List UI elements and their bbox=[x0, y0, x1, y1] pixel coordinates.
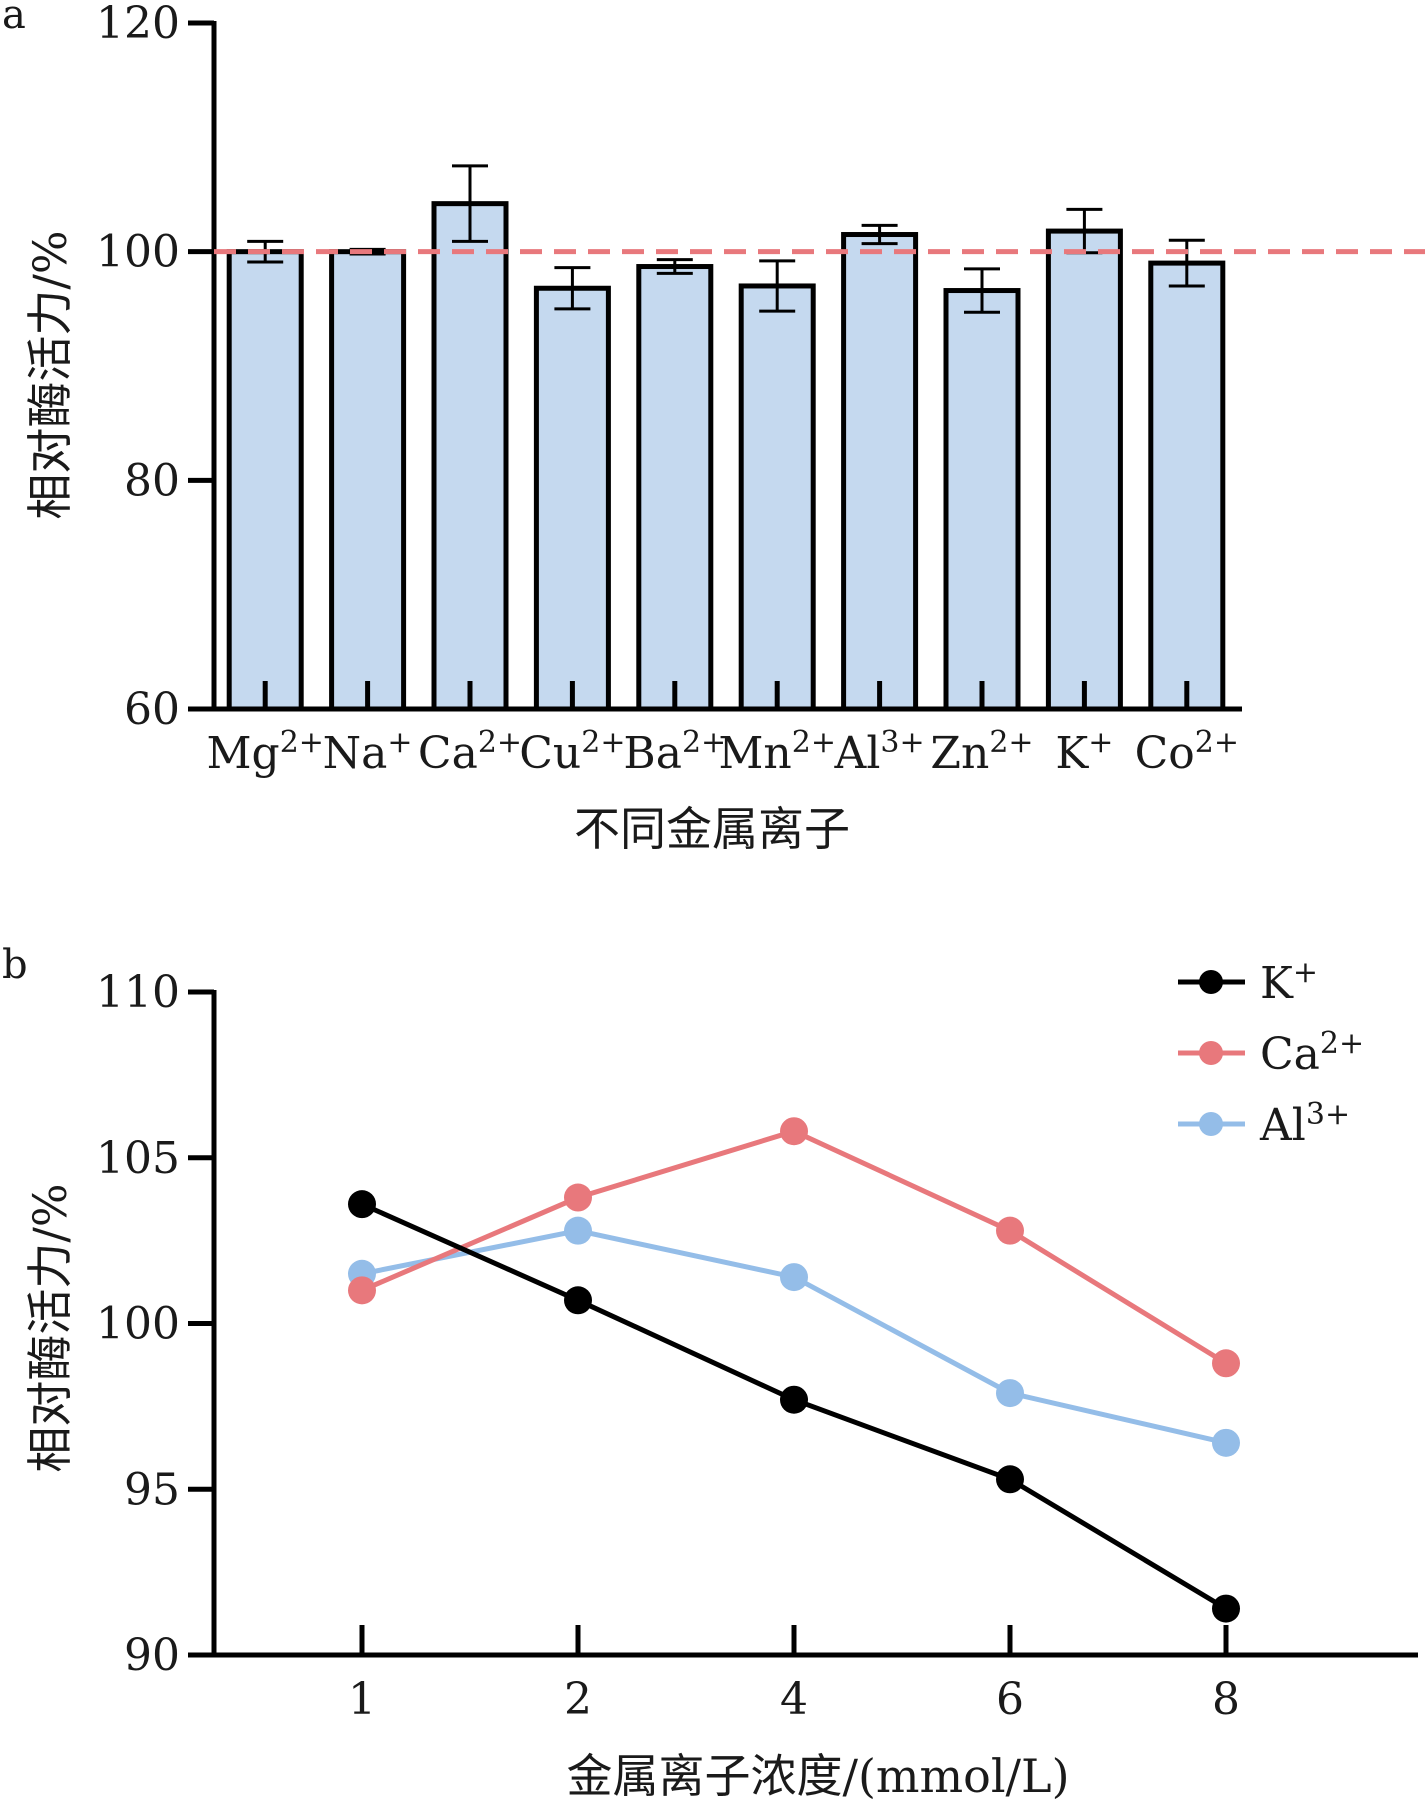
x-category-label: Mn2+ bbox=[718, 725, 836, 779]
x-tick-label: 8 bbox=[1212, 1674, 1240, 1725]
x-category-label: Zn2+ bbox=[930, 725, 1033, 779]
y-tick-label: 120 bbox=[96, 0, 180, 49]
data-point bbox=[1212, 1594, 1240, 1623]
bar bbox=[841, 232, 919, 712]
x-category-label: Co2+ bbox=[1135, 725, 1239, 779]
bar bbox=[533, 285, 611, 712]
x-axis-title: 不同金属离子 bbox=[574, 802, 850, 856]
y-tick-label: 90 bbox=[124, 1630, 180, 1681]
data-point bbox=[780, 1263, 808, 1292]
data-point bbox=[996, 1379, 1024, 1408]
bar bbox=[431, 201, 509, 712]
data-point bbox=[1212, 1349, 1240, 1378]
y-axis-title: 相对酶活力/% bbox=[23, 230, 77, 519]
x-tick-label: 2 bbox=[564, 1674, 592, 1725]
x-category-label: Na+ bbox=[323, 725, 413, 779]
x-category-label: Al3+ bbox=[834, 725, 925, 779]
x-category-label: Ca2+ bbox=[418, 725, 522, 779]
data-point bbox=[996, 1216, 1024, 1245]
bar bbox=[943, 288, 1021, 712]
y-tick-label: 60 bbox=[124, 684, 180, 735]
y-tick-label: 105 bbox=[96, 1133, 180, 1184]
x-category-label: K+ bbox=[1055, 725, 1113, 779]
x-tick-label: 6 bbox=[996, 1674, 1024, 1725]
x-category-label: Ba2+ bbox=[623, 725, 726, 779]
x-category-label: Cu2+ bbox=[519, 725, 625, 779]
legend-label: Al3+ bbox=[1259, 1097, 1350, 1151]
bar bbox=[636, 264, 714, 712]
y-tick-label: 80 bbox=[124, 455, 180, 506]
legend-label: K+ bbox=[1260, 955, 1318, 1009]
data-point bbox=[780, 1385, 808, 1414]
panel-b-label: b bbox=[2, 942, 28, 988]
y-axis-title: 相对酶活力/% bbox=[23, 1183, 77, 1472]
panel-a: a 60 80 100 120 Mg2+Na+ Ca2+Cu2+Ba2+Mn2+Al3+ Z… bbox=[2, 0, 1425, 856]
data-point bbox=[348, 1276, 376, 1305]
bar bbox=[329, 249, 407, 712]
x-category-label: Mg2+ bbox=[206, 725, 323, 779]
data-point bbox=[564, 1286, 592, 1315]
y-tick-label: 100 bbox=[96, 1299, 180, 1350]
bar bbox=[1045, 228, 1123, 712]
data-point bbox=[1212, 1428, 1240, 1457]
bar bbox=[226, 249, 304, 712]
data-point bbox=[996, 1465, 1024, 1494]
x-axis-title: 金属离子浓度/(mmol/L) bbox=[566, 1749, 1069, 1802]
x-tick-label: 4 bbox=[780, 1674, 808, 1725]
y-tick-label: 100 bbox=[96, 227, 180, 278]
data-point bbox=[348, 1190, 376, 1219]
legend-marker bbox=[1199, 970, 1223, 994]
panel-a-label: a bbox=[2, 0, 26, 38]
x-tick-label: 1 bbox=[348, 1674, 376, 1725]
panel-b: b 90 95 100 105 110 1 2 4 6 8 K+ Ca2+ Al3+ 金属离子浓度/(mm… bbox=[2, 942, 1418, 1802]
legend-marker bbox=[1199, 1112, 1223, 1136]
data-point bbox=[564, 1183, 592, 1212]
bar bbox=[1148, 260, 1226, 712]
y-tick-label: 110 bbox=[96, 967, 180, 1018]
legend-label: Ca2+ bbox=[1260, 1026, 1364, 1080]
data-point bbox=[564, 1216, 592, 1245]
y-tick-label: 95 bbox=[124, 1464, 180, 1515]
legend-marker bbox=[1199, 1041, 1223, 1065]
data-point bbox=[780, 1117, 808, 1146]
bar bbox=[738, 283, 816, 712]
